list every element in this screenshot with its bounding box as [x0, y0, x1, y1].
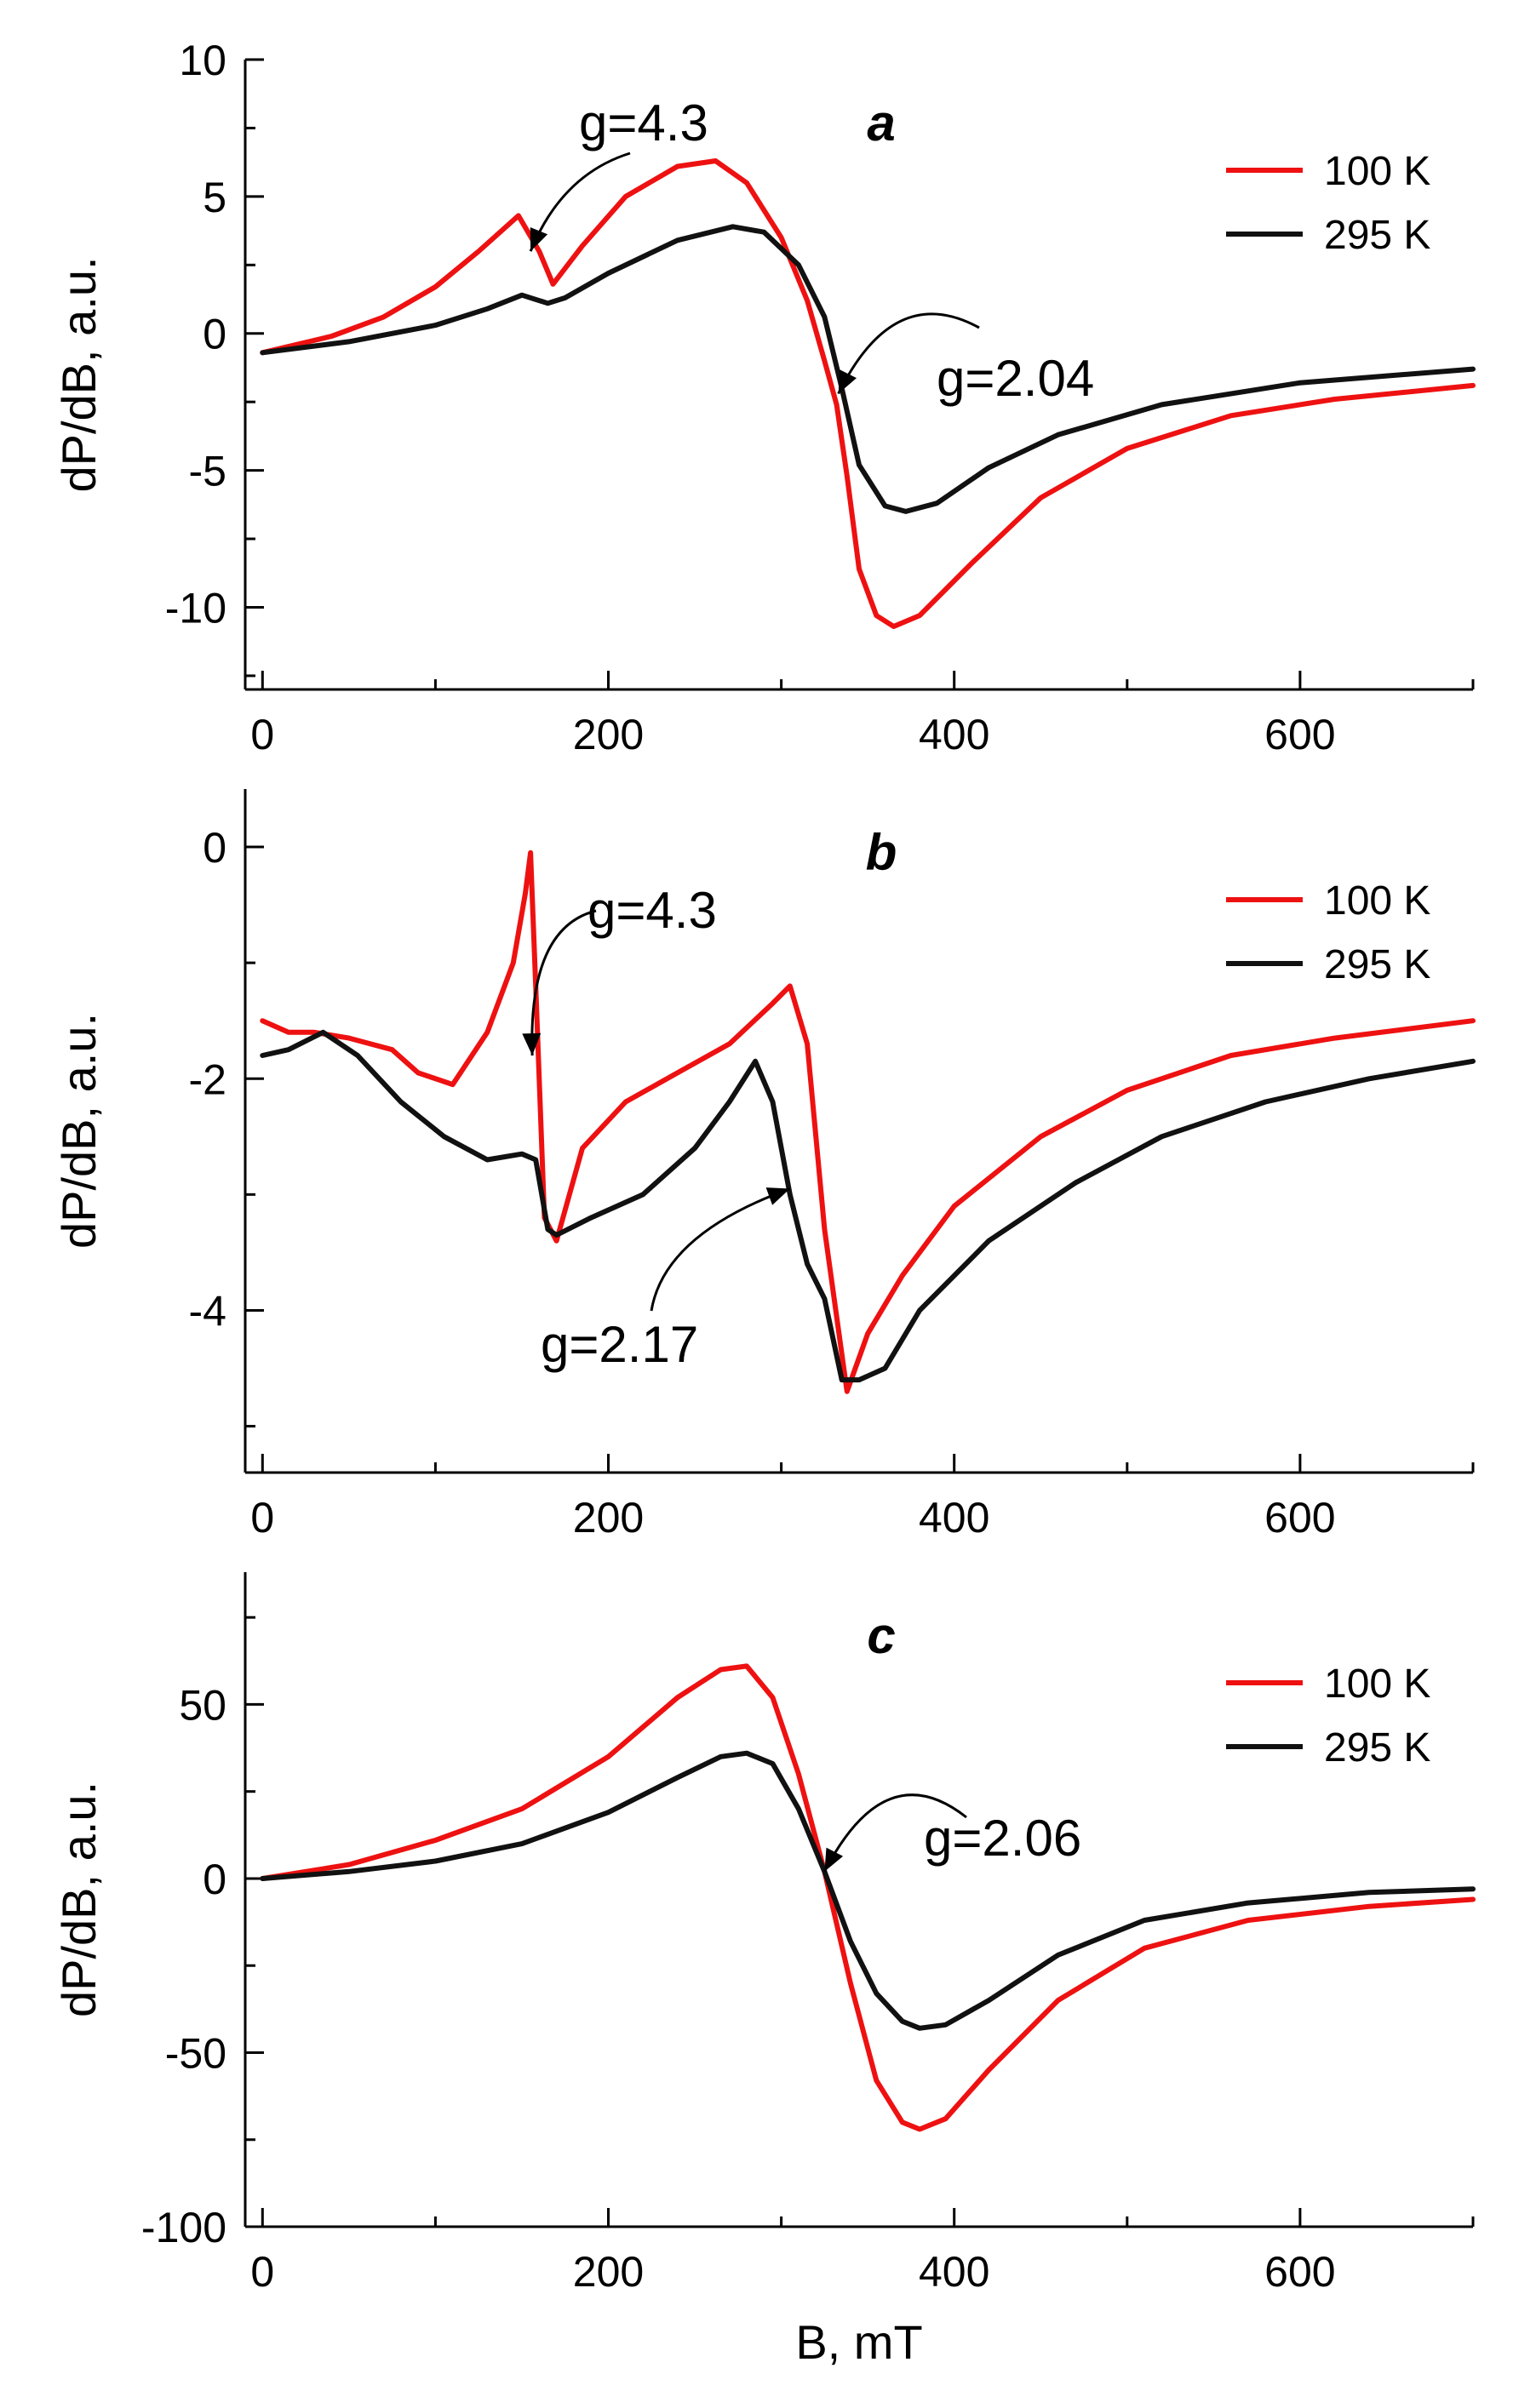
panel-a-annotation-arrowhead: [530, 227, 548, 252]
panel-a-y-tick-label: 10: [179, 37, 226, 84]
panel-b-x-tick-label: 0: [250, 1494, 274, 1541]
panel-a-y-tick-label: 0: [203, 311, 226, 358]
panel-b-x-tick-label: 400: [919, 1494, 989, 1541]
panel-b-y-tick-label: -2: [189, 1055, 226, 1103]
panel-a-legend-label-295k: 295 K: [1324, 213, 1430, 258]
panel-c-annotation-arrowhead: [824, 1847, 844, 1872]
panel-a-y-axis-title: dP/dB, a.u.: [52, 256, 106, 492]
panel-b-series: [260, 849, 1476, 1394]
panel-b-x-tick-label: 200: [573, 1494, 644, 1541]
panel-b-annotations: g=4.3 g=2.17: [522, 882, 791, 1373]
panel-c-x-tick-label: 200: [573, 2248, 644, 2296]
panel-b-x-tick-label: 600: [1264, 1494, 1335, 1541]
panel-b-label: b: [866, 824, 897, 881]
panel-b-tick-labels: 0 200 400 600 0 -2 -4: [189, 824, 1336, 1541]
panel-c-legend-label-295k: 295 K: [1324, 1725, 1430, 1770]
panel-c-y-tick-label: 50: [179, 1681, 226, 1729]
panel-a-series-295k-line: [260, 224, 1476, 514]
panel-a-annotation-arrow: [837, 312, 980, 395]
panel-a-x-tick-label: 600: [1264, 711, 1335, 758]
panel-a-axes: [244, 60, 1473, 691]
panel-a: 0 200 400 600 10 5 0 -5 -10 dP/dB, a.u. …: [52, 37, 1476, 758]
panel-c-x-tick-label: 400: [919, 2248, 989, 2296]
panel-b-annotation-g43: g=4.3: [587, 882, 717, 939]
panel-c-y-tick-label: -100: [141, 2204, 226, 2251]
panel-a-y-tick-label: -10: [165, 584, 226, 632]
panel-c-legend: 100 K 295 K: [1226, 1662, 1430, 1770]
panel-c-annotation-g206: g=2.06: [924, 1810, 1081, 1867]
panel-b-annotation-arrow: [650, 1187, 791, 1312]
panel-a-annotations: g=4.3 g=2.04: [529, 94, 1094, 407]
panel-c: 0 200 400 600 50 0 -50 -100 dP/dB, a.u. …: [52, 1572, 1476, 2369]
panel-c-ticks: [245, 1616, 1475, 2228]
panel-c-y-tick-label: -50: [165, 2029, 226, 2077]
panel-b-annotation-arrow: [530, 909, 597, 1056]
panel-a-annotation-g43: g=4.3: [579, 94, 708, 152]
panel-c-series: [260, 1663, 1476, 2132]
panel-b-annotation-g217: g=2.17: [541, 1316, 698, 1373]
panel-a-y-tick-label: -5: [189, 448, 226, 495]
panel-c-y-axis-title: dP/dB, a.u.: [52, 1782, 106, 2017]
panel-c-y-tick-label: 0: [203, 1856, 226, 1903]
panel-b: 0 200 400 600 0 -2 -4 dP/dB, a.u. b 100 …: [52, 789, 1476, 1541]
panel-b-y-tick-label: 0: [203, 824, 226, 872]
panel-a-legend: 100 K 295 K: [1226, 149, 1430, 258]
panel-a-annotation-g204: g=2.04: [937, 350, 1094, 407]
panel-b-legend-label-100k: 100 K: [1324, 878, 1430, 924]
panel-c-legend-label-100k: 100 K: [1324, 1662, 1430, 1707]
panel-b-legend: 100 K 295 K: [1226, 878, 1430, 987]
panel-b-series-295k-line: [260, 1029, 1476, 1383]
panel-b-series-100k-line: [260, 849, 1476, 1394]
panel-c-label: c: [867, 1607, 895, 1664]
panel-c-x-axis-title: B, mT: [795, 2315, 922, 2369]
panel-b-axes: [244, 789, 1473, 1474]
panel-b-y-tick-label: -4: [189, 1287, 226, 1335]
panel-c-series-295k-line: [260, 1750, 1476, 2031]
panel-a-ticks: [245, 58, 1475, 689]
panel-a-label: a: [867, 94, 895, 152]
panel-c-tick-labels: 0 200 400 600 50 0 -50 -100: [141, 1681, 1336, 2296]
panel-a-x-tick-label: 200: [573, 711, 644, 758]
panel-a-x-tick-label: 0: [250, 711, 274, 758]
panel-a-y-tick-label: 5: [203, 174, 226, 221]
panel-c-x-tick-label: 600: [1264, 2248, 1335, 2296]
panel-a-series: [260, 158, 1476, 629]
panel-c-series-100k-line: [260, 1663, 1476, 2132]
panel-b-annotation-arrowhead: [522, 1032, 542, 1056]
panel-c-x-tick-label: 0: [250, 2248, 274, 2296]
panel-a-x-tick-label: 400: [919, 711, 989, 758]
panel-b-y-axis-title: dP/dB, a.u.: [52, 1013, 106, 1249]
panel-c-annotation-arrow: [823, 1793, 967, 1873]
panel-a-annotation-arrowhead: [838, 369, 857, 394]
panel-b-annotation-arrowhead: [765, 1187, 790, 1205]
panel-b-legend-label-295k: 295 K: [1324, 942, 1430, 987]
panel-a-tick-labels: 0 200 400 600 10 5 0 -5 -10: [165, 37, 1336, 758]
panel-a-legend-label-100k: 100 K: [1324, 149, 1430, 194]
panel-b-ticks: [245, 845, 1475, 1473]
panel-c-annotations: g=2.06: [823, 1793, 1081, 1873]
panel-c-axes: [244, 1572, 1473, 2228]
panel-a-series-100k-line: [260, 158, 1476, 629]
